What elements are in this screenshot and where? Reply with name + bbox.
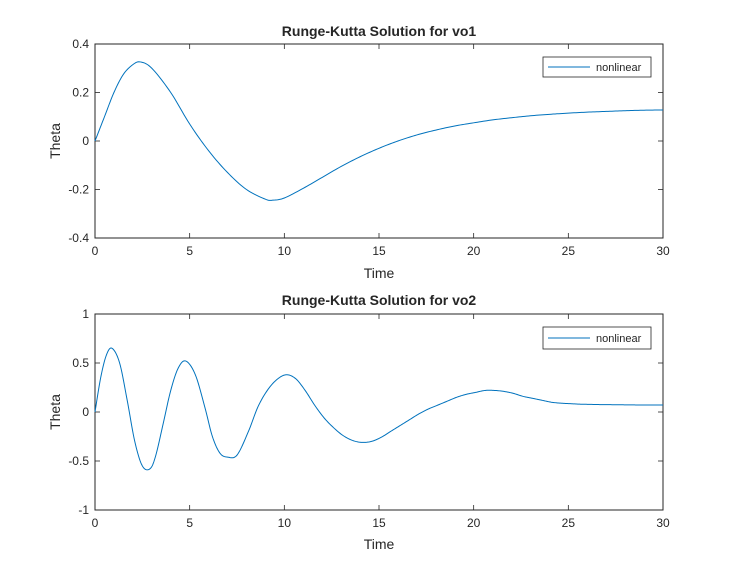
x-tick-label: 15 [372, 516, 386, 530]
tick-group-1: 0 5 10 15 20 25 30 0.4 0.2 0 -0.2 -0.4 [68, 37, 670, 258]
x-tick-label: 30 [656, 244, 670, 258]
y-tick-label: 0 [82, 134, 89, 148]
x-tick-label: 20 [467, 516, 481, 530]
x-tick-label: 25 [562, 516, 576, 530]
subplot-1: Runge-Kutta Solution for vo1 Time Theta … [47, 23, 670, 281]
y-axis-label-2: Theta [47, 394, 63, 430]
x-tick-label: 10 [278, 516, 292, 530]
series-line-nonlinear-2 [94, 347, 663, 471]
x-tick-label: 30 [656, 516, 670, 530]
legend-label-2: nonlinear [596, 333, 642, 345]
legend-box-2 [542, 326, 652, 350]
legend-box-1 [542, 56, 652, 78]
subplot-2: Runge-Kutta Solution for vo2 Time Theta … [47, 292, 670, 552]
x-tick-label: 20 [467, 244, 481, 258]
y-tick-label: 1 [82, 307, 89, 321]
x-tick-label: 10 [278, 244, 292, 258]
y-axis-label-1: Theta [47, 123, 63, 159]
y-tick-label: -1 [78, 503, 89, 517]
y-tick-label: 0.2 [72, 86, 89, 100]
y-tick-label: 0.5 [72, 356, 89, 370]
x-axis-label-1: Time [364, 265, 395, 281]
y-tick-label: -0.2 [68, 183, 89, 197]
legend-1: nonlinear [542, 56, 652, 78]
tick-group-2: 0 5 10 15 20 25 30 1 0.5 0 -0.5 -1 [68, 307, 670, 530]
plot-title-1: Runge-Kutta Solution for vo1 [282, 23, 477, 39]
x-tick-label: 0 [92, 244, 99, 258]
y-tick-label: 0.4 [72, 37, 89, 51]
y-tick-label: 0 [82, 405, 89, 419]
plot-title-2: Runge-Kutta Solution for vo2 [282, 292, 477, 308]
x-tick-label: 25 [562, 244, 576, 258]
x-axis-label-2: Time [364, 536, 395, 552]
x-tick-label: 0 [92, 516, 99, 530]
legend-2: nonlinear [542, 326, 652, 350]
y-tick-label: -0.5 [68, 454, 89, 468]
series-line-nonlinear-1 [94, 61, 664, 201]
y-tick-label: -0.4 [68, 231, 89, 245]
legend-label-1: nonlinear [596, 62, 642, 74]
x-tick-label: 5 [186, 244, 193, 258]
x-tick-label: 15 [372, 244, 386, 258]
x-tick-label: 5 [186, 516, 193, 530]
